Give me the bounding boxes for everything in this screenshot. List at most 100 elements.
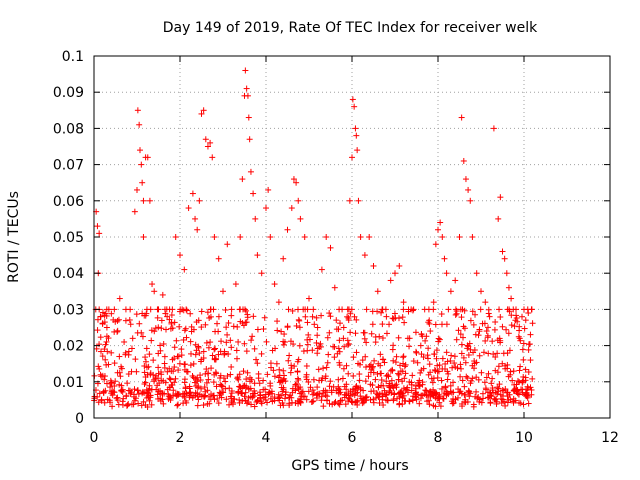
data-point xyxy=(168,320,175,327)
data-point xyxy=(140,234,147,240)
data-point xyxy=(461,383,468,390)
data-points xyxy=(91,67,536,410)
data-point xyxy=(465,343,472,350)
data-point xyxy=(154,314,161,321)
data-point xyxy=(434,362,441,369)
data-point xyxy=(508,295,515,302)
data-point xyxy=(331,343,338,350)
data-point xyxy=(153,386,160,393)
data-point xyxy=(101,399,108,406)
data-point xyxy=(234,374,241,381)
data-point xyxy=(465,351,472,358)
data-point xyxy=(374,371,381,378)
data-point xyxy=(466,393,473,400)
data-point xyxy=(483,374,490,381)
data-point xyxy=(254,326,261,333)
data-point xyxy=(94,316,101,323)
data-point xyxy=(181,266,188,273)
axis-ticks xyxy=(93,55,611,419)
data-point xyxy=(296,398,303,405)
data-point xyxy=(418,392,425,399)
data-point xyxy=(331,284,338,291)
data-point xyxy=(488,393,495,400)
data-point xyxy=(425,397,432,404)
data-point xyxy=(444,390,451,397)
data-point xyxy=(481,320,488,327)
data-point xyxy=(524,385,531,392)
data-point xyxy=(278,328,285,335)
data-point xyxy=(374,288,381,295)
data-point xyxy=(134,387,141,394)
data-point xyxy=(516,323,523,330)
data-point xyxy=(462,176,469,183)
data-point xyxy=(349,96,356,103)
data-point xyxy=(525,346,532,353)
data-point xyxy=(350,372,357,379)
data-point xyxy=(242,67,249,74)
data-point xyxy=(465,389,472,396)
data-point xyxy=(432,321,439,328)
data-point xyxy=(252,215,259,222)
data-point xyxy=(132,356,139,363)
data-point xyxy=(95,363,102,370)
data-point xyxy=(203,379,210,386)
data-point xyxy=(108,310,115,317)
data-point xyxy=(494,390,501,397)
data-point xyxy=(195,343,202,350)
data-point xyxy=(499,392,506,399)
data-point xyxy=(143,364,150,371)
data-point xyxy=(365,373,372,380)
data-point xyxy=(132,395,139,402)
data-point xyxy=(396,362,403,369)
data-point xyxy=(327,378,334,385)
data-point xyxy=(346,197,353,204)
data-point xyxy=(514,390,521,397)
data-point xyxy=(523,389,530,396)
data-point xyxy=(408,387,415,394)
data-point xyxy=(383,391,390,398)
data-point xyxy=(335,400,342,407)
data-point xyxy=(243,307,250,314)
data-point xyxy=(520,401,527,408)
data-point xyxy=(222,306,229,313)
data-point xyxy=(438,385,445,392)
data-point xyxy=(393,381,400,388)
data-point xyxy=(478,369,485,376)
y-tick-label: 0.01 xyxy=(53,375,84,391)
data-point xyxy=(146,397,153,404)
data-point xyxy=(224,373,231,380)
data-point xyxy=(456,389,463,396)
data-point xyxy=(333,387,340,394)
data-point xyxy=(459,377,466,384)
data-point xyxy=(97,334,104,341)
data-point xyxy=(104,348,111,355)
data-point xyxy=(305,331,312,338)
data-point xyxy=(454,365,461,372)
data-point xyxy=(412,329,419,336)
data-point xyxy=(220,375,227,382)
data-point xyxy=(260,394,267,401)
data-point xyxy=(204,387,211,394)
data-point xyxy=(385,373,392,380)
data-point xyxy=(353,383,360,390)
data-point xyxy=(181,327,188,334)
data-point xyxy=(301,234,308,240)
data-point xyxy=(295,316,302,323)
data-point xyxy=(95,399,102,406)
data-point xyxy=(154,382,161,389)
data-point xyxy=(309,313,316,320)
data-point xyxy=(497,313,504,320)
data-point xyxy=(361,252,368,259)
data-point xyxy=(460,323,467,330)
data-point xyxy=(494,369,501,376)
data-point xyxy=(207,306,214,313)
data-point xyxy=(314,332,321,339)
data-point xyxy=(243,85,250,92)
data-point xyxy=(308,398,315,405)
data-point xyxy=(326,329,333,336)
data-point xyxy=(372,339,379,346)
data-point xyxy=(270,367,277,374)
data-point xyxy=(158,317,165,324)
data-point xyxy=(517,363,524,370)
data-point xyxy=(142,358,149,365)
